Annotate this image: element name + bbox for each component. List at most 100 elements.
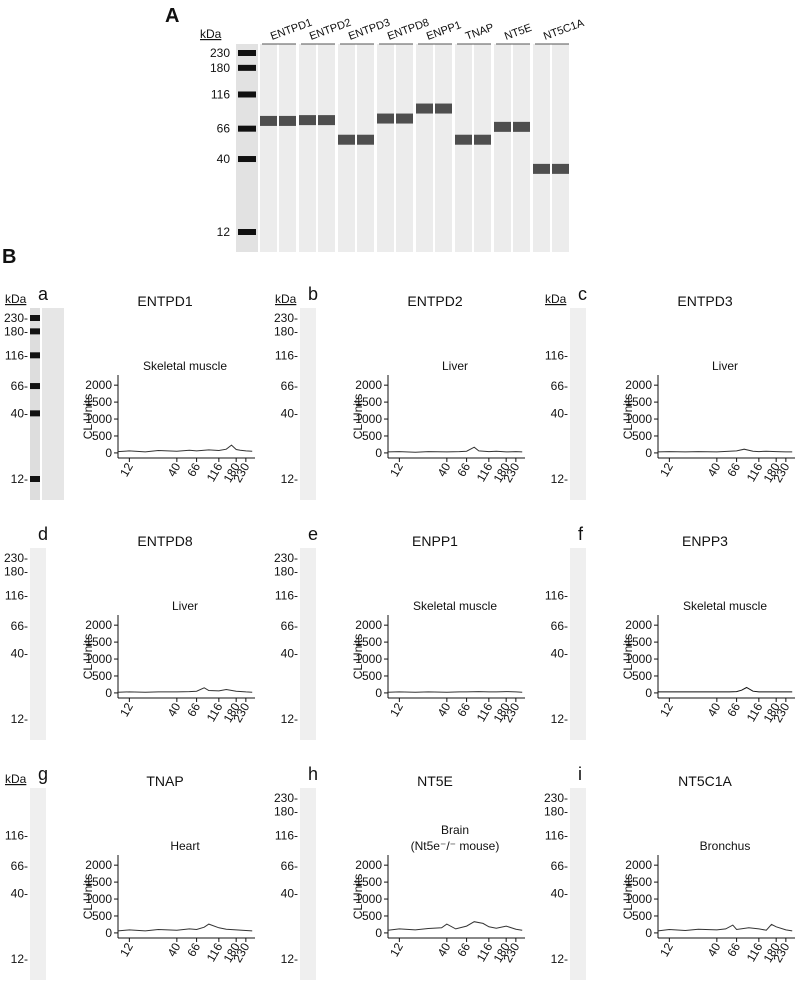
gel-lane — [260, 44, 277, 252]
blot-tick-label: 116- — [545, 588, 568, 602]
lane-label: NT5E — [503, 22, 534, 43]
marker-label: 66 — [217, 122, 231, 136]
y-tick-label: 500 — [362, 909, 382, 923]
lane-label: ENTPD8 — [386, 17, 431, 43]
chart-subtitle: Bronchus — [700, 839, 751, 853]
chart-title: ENPP3 — [682, 533, 728, 549]
gel-lane — [318, 44, 335, 252]
blot-tick-label: 66- — [281, 379, 298, 393]
chart-title: ENTPD3 — [677, 293, 732, 309]
blot-tick-label: 12- — [11, 712, 28, 726]
y-tick-label: 1500 — [355, 875, 382, 889]
blot-tick-label: 40- — [11, 886, 28, 900]
x-tick-label: 40 — [165, 460, 184, 479]
blot-strip — [570, 788, 586, 980]
gel-band — [279, 115, 296, 126]
blot-tick-label: 12- — [281, 472, 298, 486]
chart-title: NT5C1A — [678, 773, 732, 789]
gel-band — [260, 115, 277, 126]
y-tick-label: 2000 — [355, 858, 382, 872]
blot-strip — [300, 548, 316, 740]
blot-tick-label: 116- — [275, 348, 298, 362]
unit-label: kDa — [5, 292, 27, 306]
blot-tick-label: 230- — [274, 791, 298, 805]
y-axis-label: CL Units — [621, 634, 635, 680]
ladder-band — [30, 476, 40, 482]
x-tick-label: 12 — [657, 700, 676, 719]
chart-title: ENTPD1 — [137, 293, 192, 309]
chart-subtitle: Liver — [442, 359, 468, 373]
x-tick-label: 66 — [724, 940, 743, 959]
y-tick-label: 2000 — [625, 618, 652, 632]
x-tick-label: 12 — [657, 940, 676, 959]
trace — [657, 448, 793, 453]
x-tick-label: 40 — [705, 940, 724, 959]
ladder-band — [30, 315, 40, 321]
y-axis-label: CL Units — [81, 874, 95, 920]
blot-tick-label: 230- — [274, 311, 298, 325]
x-tick-label: 116 — [204, 940, 226, 964]
gel-band — [396, 113, 413, 124]
blot-tick-label: 12- — [281, 712, 298, 726]
y-axis-label: CL Units — [621, 394, 635, 440]
y-tick-label: 0 — [105, 926, 112, 940]
y-axis-label: CL Units — [81, 634, 95, 680]
blot-tick-label: 180- — [4, 564, 28, 578]
unit-label: kDa — [5, 772, 27, 786]
panel-letter: g — [38, 764, 48, 784]
blot-tick-label: 40- — [551, 406, 568, 420]
x-tick-label: 66 — [454, 700, 473, 719]
chart-subtitle: Brain — [441, 823, 469, 837]
x-tick-label: 66 — [724, 700, 743, 719]
y-tick-label: 1500 — [85, 875, 112, 889]
blot-tick-label: 180- — [544, 804, 568, 818]
x-tick-label: 116 — [204, 700, 226, 724]
gel-band — [299, 115, 316, 126]
trace — [657, 923, 793, 932]
blot-tick-label: 66- — [11, 619, 28, 633]
y-tick-label: 0 — [105, 686, 112, 700]
gel-band — [435, 103, 452, 114]
y-tick-label: 2000 — [625, 378, 652, 392]
gel-lane — [474, 44, 491, 252]
panel-letter: b — [308, 284, 318, 304]
panel-label: A — [165, 5, 179, 27]
x-tick-label: 116 — [474, 460, 496, 484]
chart-title: ENTPD2 — [407, 293, 462, 309]
y-tick-label: 1000 — [85, 652, 112, 666]
y-tick-label: 2000 — [625, 858, 652, 872]
panel-letter: d — [38, 524, 48, 544]
ladder-band — [238, 64, 256, 71]
panel-letter: e — [308, 524, 318, 544]
y-tick-label: 500 — [632, 909, 652, 923]
y-tick-label: 1500 — [625, 875, 652, 889]
x-tick-label: 40 — [705, 460, 724, 479]
trace — [658, 686, 793, 693]
gel-lane — [513, 44, 530, 252]
y-tick-label: 0 — [375, 926, 382, 940]
gel-band — [357, 134, 374, 145]
chart-title: NT5E — [417, 773, 453, 789]
x-tick-label: 12 — [387, 700, 406, 719]
x-tick-label: 66 — [454, 460, 473, 479]
blot-strip — [30, 548, 46, 740]
y-tick-label: 1000 — [355, 892, 382, 906]
gel-lane — [416, 44, 433, 252]
y-tick-label: 1000 — [355, 412, 382, 426]
blot-tick-label: 66- — [551, 619, 568, 633]
blot-tick-label: 12- — [11, 472, 28, 486]
y-tick-label: 500 — [92, 429, 112, 443]
gel-band — [377, 113, 394, 124]
ladder-band — [30, 328, 40, 335]
x-tick-label: 66 — [454, 940, 473, 959]
lane-label: NT5C1A — [542, 17, 586, 43]
blot-strip — [570, 308, 586, 500]
y-tick-label: 1500 — [355, 635, 382, 649]
blot-tick-label: 66- — [11, 859, 28, 873]
y-tick-label: 1500 — [85, 635, 112, 649]
y-tick-label: 1000 — [355, 652, 382, 666]
ladder-band — [30, 410, 40, 417]
lane-label: ENTPD2 — [308, 17, 353, 43]
y-axis-label: CL Units — [351, 394, 365, 440]
gel-band — [474, 134, 491, 145]
